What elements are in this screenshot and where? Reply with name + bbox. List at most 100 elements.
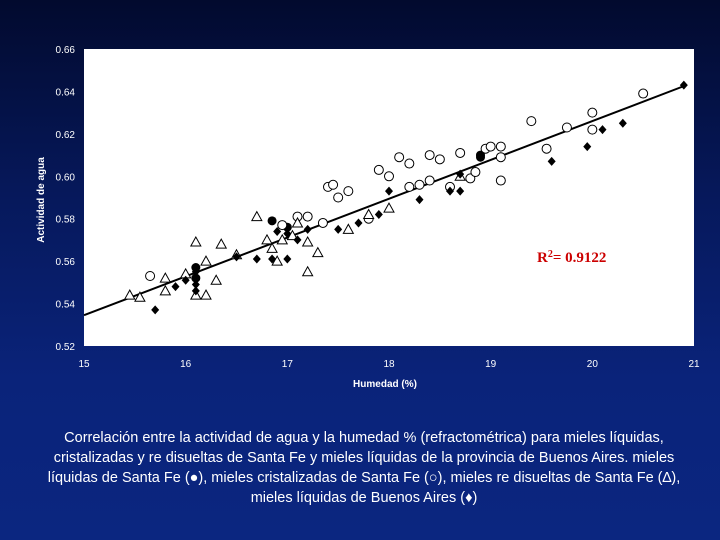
r-squared-annotation: R2= 0.9122 xyxy=(537,249,606,266)
filled-diamond-point xyxy=(268,254,277,264)
open-circle-point xyxy=(455,147,466,158)
open-circle-point xyxy=(424,150,435,161)
open-circle-point xyxy=(384,171,394,182)
filled-diamond-point xyxy=(415,195,424,205)
filled-diamond-point xyxy=(181,275,190,285)
open-circle-point xyxy=(587,124,598,135)
open-triangle-point xyxy=(266,242,278,253)
open-triangle-point xyxy=(159,272,172,283)
y-tick-label: 0.62 xyxy=(56,130,76,141)
x-tick-label: 17 xyxy=(282,359,294,370)
y-tick-label: 0.52 xyxy=(56,342,76,353)
open-triangle-point xyxy=(342,223,355,234)
filled-diamond-point xyxy=(583,142,592,152)
filled-diamond-point xyxy=(456,169,465,179)
open-circle-point xyxy=(526,116,537,127)
y-tick-label: 0.58 xyxy=(56,215,76,226)
x-tick-label: 21 xyxy=(688,359,700,370)
open-circle-point xyxy=(302,211,313,222)
open-triangle-point xyxy=(362,208,375,219)
x-tick-label: 19 xyxy=(485,359,497,370)
filled-diamond-point xyxy=(679,80,688,90)
y-tick-label: 0.60 xyxy=(56,172,76,183)
filled-diamond-point xyxy=(456,186,465,196)
figure-caption: Correlación entre la actividad de agua y… xyxy=(47,430,681,506)
open-circle-point xyxy=(485,141,496,152)
open-circle-point xyxy=(145,270,156,281)
filled-diamond-point xyxy=(618,118,627,128)
y-tick-label: 0.66 xyxy=(56,45,76,56)
open-triangle-point xyxy=(189,236,202,247)
open-circle-point xyxy=(277,220,288,231)
data-points xyxy=(123,80,688,315)
open-triangle-point xyxy=(383,202,395,213)
filled-diamond-point xyxy=(354,218,363,228)
filled-diamond-point xyxy=(171,282,180,292)
y-tick-label: 0.54 xyxy=(56,300,76,311)
filled-circle-point xyxy=(267,216,277,226)
y-axis-title: Actividad de agua xyxy=(36,157,47,243)
filled-diamond-point xyxy=(547,156,556,166)
open-circle-point xyxy=(470,167,481,178)
open-triangle-point xyxy=(301,265,314,277)
filled-diamond-point xyxy=(476,152,485,162)
open-triangle-point xyxy=(200,289,212,300)
open-circle-point xyxy=(404,158,415,169)
filled-diamond-point xyxy=(283,254,292,264)
open-circle-point xyxy=(333,192,344,203)
filled-diamond-point xyxy=(598,125,607,135)
x-tick-label: 15 xyxy=(78,359,90,370)
open-circle-point xyxy=(414,179,425,190)
y-axis-tick-labels: 0.52 0.54 0.56 0.58 0.60 0.62 0.64 0.66 xyxy=(56,45,76,353)
open-triangle-point xyxy=(301,236,314,247)
open-circle-point xyxy=(343,186,354,197)
filled-diamond-point xyxy=(293,235,302,245)
x-tick-label: 20 xyxy=(587,359,599,370)
open-triangle-point xyxy=(215,238,228,249)
y-tick-label: 0.64 xyxy=(56,87,76,98)
filled-diamond-point xyxy=(273,226,282,236)
filled-diamond-point xyxy=(303,224,312,234)
filled-diamond-point xyxy=(232,252,241,262)
open-triangle-point xyxy=(261,233,273,245)
x-tick-label: 18 xyxy=(383,359,395,370)
open-triangle-point xyxy=(210,274,223,285)
filled-diamond-point xyxy=(446,186,454,196)
open-circle-point xyxy=(404,181,415,192)
x-tick-label: 16 xyxy=(180,359,192,370)
filled-diamond-point xyxy=(283,229,292,239)
open-triangle-point xyxy=(123,289,136,300)
open-circle-point xyxy=(317,217,328,228)
filled-diamond-point xyxy=(252,254,261,264)
open-triangle-point xyxy=(200,255,212,266)
open-triangle-point xyxy=(291,216,304,228)
open-circle-point xyxy=(495,141,506,152)
filled-diamond-point xyxy=(151,305,160,315)
open-circle-point xyxy=(541,143,552,154)
open-circle-point xyxy=(394,152,405,163)
open-triangle-point xyxy=(276,233,289,245)
open-circle-point xyxy=(561,122,572,133)
open-triangle-point xyxy=(286,229,299,241)
filled-circle-point xyxy=(191,273,201,283)
y-tick-label: 0.56 xyxy=(56,257,76,268)
open-circle-point xyxy=(495,175,506,186)
open-triangle-point xyxy=(250,210,263,222)
open-circle-point xyxy=(638,88,649,99)
filled-diamond-point xyxy=(191,267,200,277)
filled-diamond-point xyxy=(191,286,200,296)
filled-diamond-point xyxy=(374,209,383,219)
x-axis-title: Humedad (%) xyxy=(353,379,417,390)
filled-diamond-point xyxy=(191,279,200,289)
open-triangle-point xyxy=(159,284,172,296)
open-triangle-point xyxy=(134,291,146,302)
filled-diamond-point xyxy=(334,224,343,234)
open-circle-point xyxy=(587,107,598,118)
open-circle-point xyxy=(434,154,445,165)
open-circle-point xyxy=(424,175,435,186)
open-circle-point xyxy=(373,164,384,175)
open-triangle-point xyxy=(311,246,324,258)
x-axis-tick-labels: 15 16 17 18 19 20 21 xyxy=(78,359,700,370)
filled-diamond-point xyxy=(385,186,393,196)
